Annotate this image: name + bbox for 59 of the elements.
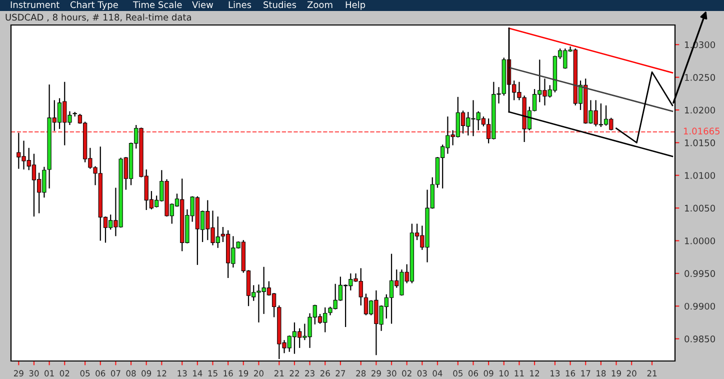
ref-line-label: 1.01665 <box>684 128 720 134</box>
text: Help <box>346 1 366 10</box>
x-tick-label: 19 <box>612 370 621 376</box>
x-tick-label: 14 <box>193 370 202 376</box>
x-tick-label: 06 <box>96 370 106 376</box>
y-tick-label: 1.0100 <box>685 172 716 179</box>
x-tick-label: 06 <box>468 370 478 376</box>
x-tick-label: 15 <box>208 370 218 376</box>
x-tick-label: 27 <box>336 370 346 376</box>
x-tick-label: 02 <box>402 370 412 376</box>
x-tick-label: 16 <box>566 370 576 376</box>
x-tick-label: 26 <box>320 370 330 376</box>
text: Time Scale <box>132 1 182 8</box>
x-tick-label: 23 <box>305 370 314 376</box>
x-tick-label: 20 <box>254 370 264 376</box>
x-tick-label: 13 <box>550 370 560 376</box>
y-tick-label: 0.9850 <box>684 336 716 342</box>
y-tick-label: 1.0200 <box>685 106 716 114</box>
x-tick-label: 09 <box>142 370 152 376</box>
x-tick-label: 05 <box>453 370 462 376</box>
x-tick-label: 18 <box>596 370 606 376</box>
text: Zoom <box>307 1 332 8</box>
text: Lines <box>228 1 252 8</box>
x-tick-label: 03 <box>417 370 427 376</box>
text: View <box>192 1 214 8</box>
y-tick-label: 0.9900 <box>684 302 716 310</box>
x-tick-label: 30 <box>386 370 396 376</box>
x-tick-label: 30 <box>29 370 39 376</box>
x-tick-label: 21 <box>647 370 657 376</box>
x-tick-label: 19 <box>239 370 248 376</box>
x-tick-label: 09 <box>484 370 494 376</box>
text: Instrument <box>10 1 60 8</box>
x-tick-label: 12 <box>157 370 166 376</box>
x-tick-label: 29 <box>372 370 381 376</box>
x-tick-label: 07 <box>110 370 120 376</box>
y-tick-label: 1.0000 <box>685 237 716 244</box>
y-tick-label: 1.0150 <box>685 139 716 146</box>
x-tick-label: 02 <box>60 370 70 376</box>
x-tick-label: 28 <box>356 370 366 376</box>
x-tick-label: 13 <box>178 370 187 376</box>
y-tick-label: 1.0050 <box>685 204 716 212</box>
x-tick-label: 17 <box>581 370 590 376</box>
x-tick-label: 08 <box>126 370 136 376</box>
chart-title: USDCAD , 8 hours, # 118, Real-time data <box>6 14 191 22</box>
x-tick-label: 04 <box>432 370 442 376</box>
text: Chart Type <box>70 1 118 10</box>
x-tick-label: 05 <box>80 370 90 376</box>
x-tick-label: 22 <box>290 370 299 376</box>
x-tick-label: 01 <box>44 370 54 376</box>
text: Studies <box>264 1 296 8</box>
x-tick-label: 11 <box>514 370 524 376</box>
x-tick-label: 29 <box>14 370 24 376</box>
x-tick-label: 20 <box>626 370 636 376</box>
x-tick-label: 10 <box>500 370 509 376</box>
x-tick-label: 16 <box>224 370 233 376</box>
x-tick-label: 21 <box>274 370 284 376</box>
y-tick-label: 1.0250 <box>685 74 716 81</box>
y-tick-label: 0.9950 <box>684 270 716 277</box>
x-tick-label: 12 <box>530 370 540 376</box>
